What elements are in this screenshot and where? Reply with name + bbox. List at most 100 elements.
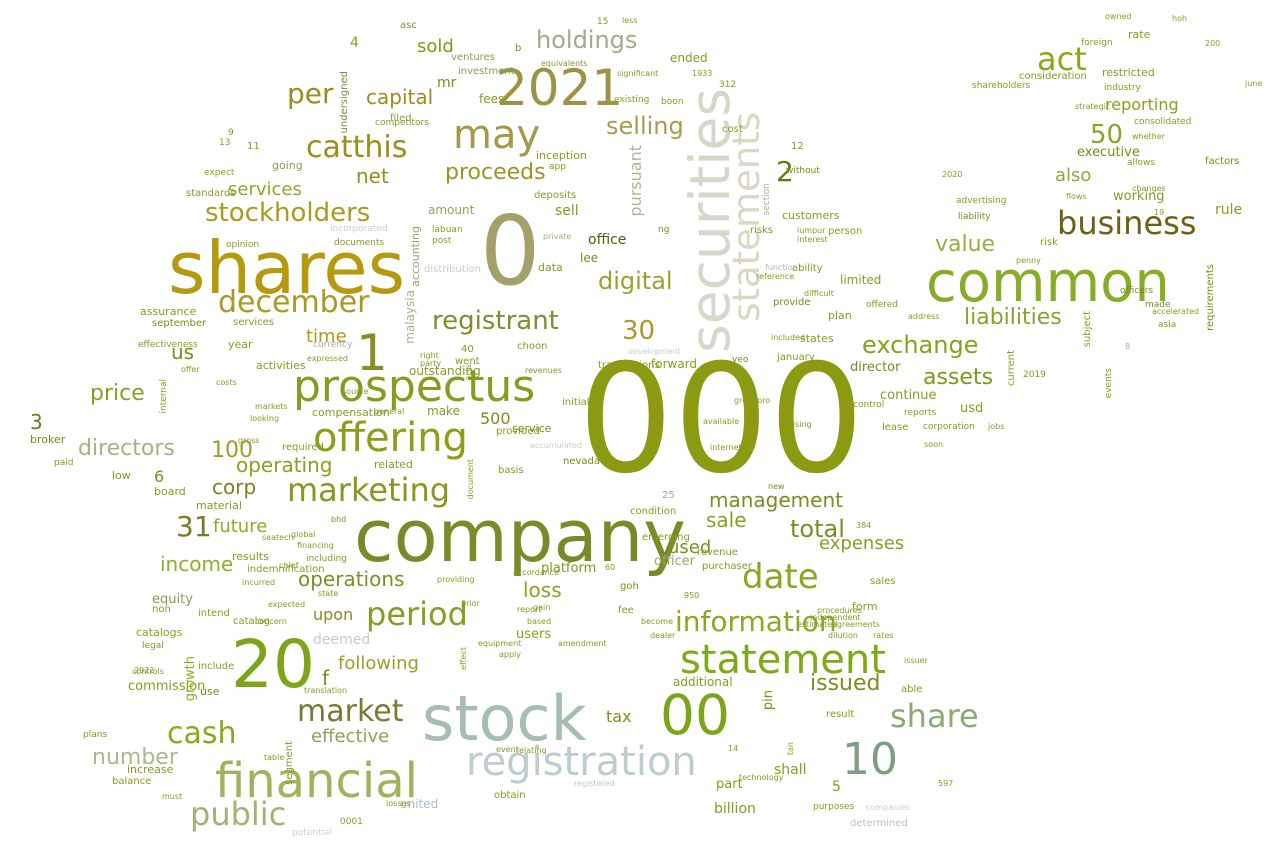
cloud-word: stock bbox=[422, 682, 587, 755]
cloud-word: condition bbox=[630, 506, 677, 517]
cloud-word: b bbox=[515, 43, 522, 54]
cloud-word: f bbox=[322, 666, 330, 690]
cloud-word: including bbox=[306, 554, 347, 564]
cloud-word: non bbox=[152, 604, 171, 615]
cloud-word: agreements bbox=[832, 620, 881, 629]
cloud-word: concern bbox=[255, 617, 287, 626]
cloud-word: made bbox=[1145, 300, 1171, 310]
cloud-word: post bbox=[432, 236, 452, 246]
cloud-word: working bbox=[1113, 189, 1165, 204]
cloud-word: ended bbox=[670, 51, 708, 65]
cloud-word: using bbox=[790, 420, 812, 429]
cloud-word: documents bbox=[334, 238, 385, 248]
cloud-word: registrant bbox=[432, 306, 559, 336]
cloud-word: going bbox=[272, 159, 303, 172]
cloud-word: new bbox=[768, 482, 785, 491]
cloud-word: restricted bbox=[1102, 66, 1155, 79]
cloud-word: september bbox=[152, 318, 207, 329]
cloud-word: 1933 bbox=[692, 69, 713, 78]
cloud-word: purposes bbox=[813, 802, 855, 812]
cloud-word: mr bbox=[437, 75, 457, 91]
cloud-word: internal bbox=[159, 379, 169, 414]
cloud-word: must bbox=[162, 792, 183, 801]
cloud-word: 5 bbox=[832, 779, 841, 795]
cloud-word: prospectus bbox=[293, 361, 536, 412]
cloud-word: loss bbox=[523, 578, 562, 602]
cloud-word: losses bbox=[386, 799, 411, 808]
cloud-word: 19 bbox=[1154, 208, 1165, 217]
cloud-word: service bbox=[512, 422, 552, 435]
cloud-word: lee bbox=[580, 251, 599, 265]
cloud-word: 60 bbox=[605, 563, 616, 572]
cloud-word: 950 bbox=[684, 591, 700, 600]
cloud-word: allows bbox=[1127, 158, 1156, 168]
cloud-word: paid bbox=[54, 458, 74, 468]
cloud-word: 500 bbox=[480, 409, 511, 428]
cloud-word: catalogs bbox=[136, 626, 183, 639]
cloud-word: asia bbox=[1158, 320, 1177, 330]
cloud-word: event bbox=[496, 745, 519, 754]
cloud-word: us bbox=[171, 340, 195, 364]
cloud-word: additional bbox=[673, 675, 733, 689]
cloud-word: income bbox=[160, 552, 234, 576]
cloud-word: company bbox=[354, 494, 686, 578]
cloud-word: revenue bbox=[697, 547, 738, 558]
cloud-word: 597 bbox=[938, 779, 954, 788]
cloud-word: nevada bbox=[563, 456, 601, 467]
cloud-word: ng bbox=[658, 225, 670, 235]
cloud-word: filed bbox=[390, 113, 412, 124]
cloud-word: owned bbox=[1105, 12, 1132, 21]
cloud-word: continue bbox=[880, 388, 937, 403]
cloud-word: advertising bbox=[956, 196, 1007, 206]
cloud-word: offer bbox=[181, 365, 200, 374]
cloud-word: technology bbox=[739, 773, 784, 782]
cloud-word: digital bbox=[598, 267, 673, 295]
cloud-word: industry bbox=[1104, 83, 1141, 93]
cloud-word: operating bbox=[236, 453, 333, 477]
cloud-word: 2 bbox=[776, 155, 794, 188]
cloud-word: exchange bbox=[862, 331, 979, 359]
cloud-word: forward bbox=[651, 357, 698, 371]
cloud-word: become bbox=[641, 617, 674, 626]
cloud-word: price bbox=[90, 381, 145, 406]
cloud-word: liability bbox=[958, 212, 991, 222]
cloud-word: less bbox=[622, 16, 638, 25]
cloud-word: marketing bbox=[287, 471, 451, 509]
cloud-word: effective bbox=[311, 726, 390, 747]
cloud-word: deposits bbox=[534, 190, 577, 201]
cloud-word: 2022 bbox=[134, 666, 155, 675]
cloud-word: factors bbox=[1205, 156, 1240, 167]
cloud-word: chief bbox=[279, 561, 299, 570]
cloud-word: table bbox=[264, 753, 285, 762]
cloud-word: distribution bbox=[424, 264, 481, 275]
cloud-word: obtain bbox=[494, 790, 526, 801]
cloud-word: tan bbox=[786, 742, 795, 756]
cloud-word: office bbox=[588, 232, 627, 248]
cloud-word: providing bbox=[437, 575, 475, 584]
cloud-word: accumulated bbox=[530, 441, 582, 450]
cloud-word: boon bbox=[661, 97, 684, 107]
cloud-word: 15 bbox=[597, 17, 609, 27]
cloud-word: 384 bbox=[856, 521, 872, 530]
cloud-word: function bbox=[765, 263, 798, 272]
cloud-word: fee bbox=[618, 605, 634, 616]
cloud-word: commission bbox=[128, 679, 206, 694]
cloud-word: 31 bbox=[176, 510, 212, 543]
cloud-word: existing bbox=[614, 95, 650, 105]
cloud-word: incorporated bbox=[330, 224, 388, 234]
cloud-word: prior bbox=[461, 599, 480, 608]
cloud-word: issuer bbox=[904, 656, 928, 665]
cloud-word: usd bbox=[960, 401, 984, 416]
cloud-word: party bbox=[420, 359, 442, 368]
cloud-word: intend bbox=[198, 608, 230, 619]
cloud-word: june bbox=[1245, 79, 1263, 88]
cloud-word: 11 bbox=[247, 141, 260, 152]
cloud-word: related bbox=[374, 458, 413, 471]
cloud-word: events bbox=[1104, 368, 1114, 399]
cloud-word: offering bbox=[313, 415, 468, 461]
cloud-word: expenses bbox=[819, 533, 905, 554]
cloud-word: independent bbox=[810, 613, 861, 622]
cloud-word: ventures bbox=[451, 52, 495, 63]
cloud-word: directors bbox=[78, 436, 175, 461]
cloud-word: incurred bbox=[242, 578, 276, 587]
